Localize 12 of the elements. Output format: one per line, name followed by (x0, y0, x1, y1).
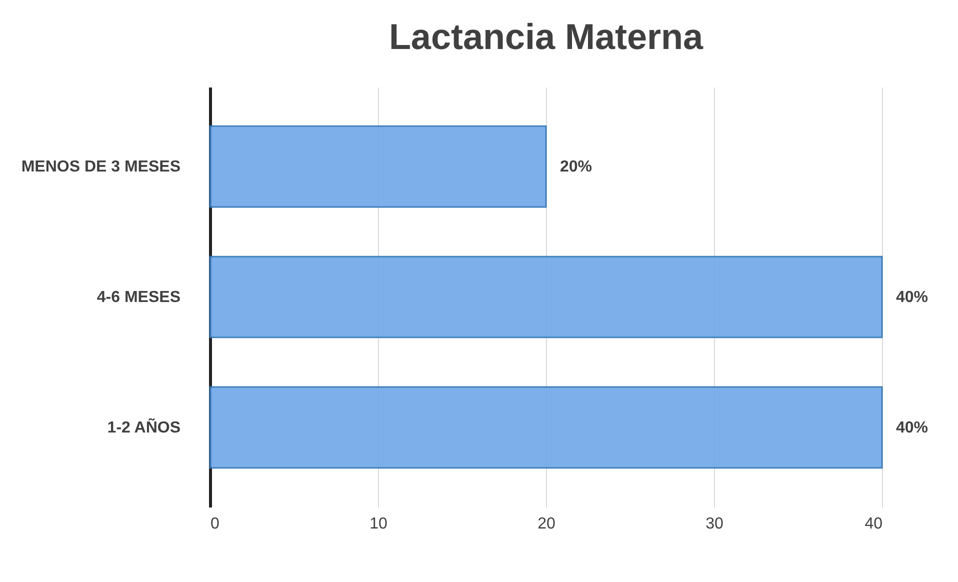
chart-title: Lactancia Materna (388, 16, 704, 57)
x-tick-label: 20 (538, 516, 556, 532)
y-tick-label: MENOS DE 3 MESES (21, 158, 181, 176)
x-tick-label: 0 (210, 516, 220, 532)
x-tick-label: 40 (864, 516, 883, 532)
x-tick-label: 30 (706, 516, 724, 532)
data-label: 40% (896, 289, 928, 306)
data-label: 20% (560, 158, 592, 176)
y-tick-label: 4-6 MESES (96, 289, 181, 306)
x-tick-label: 10 (370, 516, 388, 532)
y-tick-label: 1-2 AÑOS (107, 417, 181, 436)
data-label: 40% (896, 419, 928, 436)
